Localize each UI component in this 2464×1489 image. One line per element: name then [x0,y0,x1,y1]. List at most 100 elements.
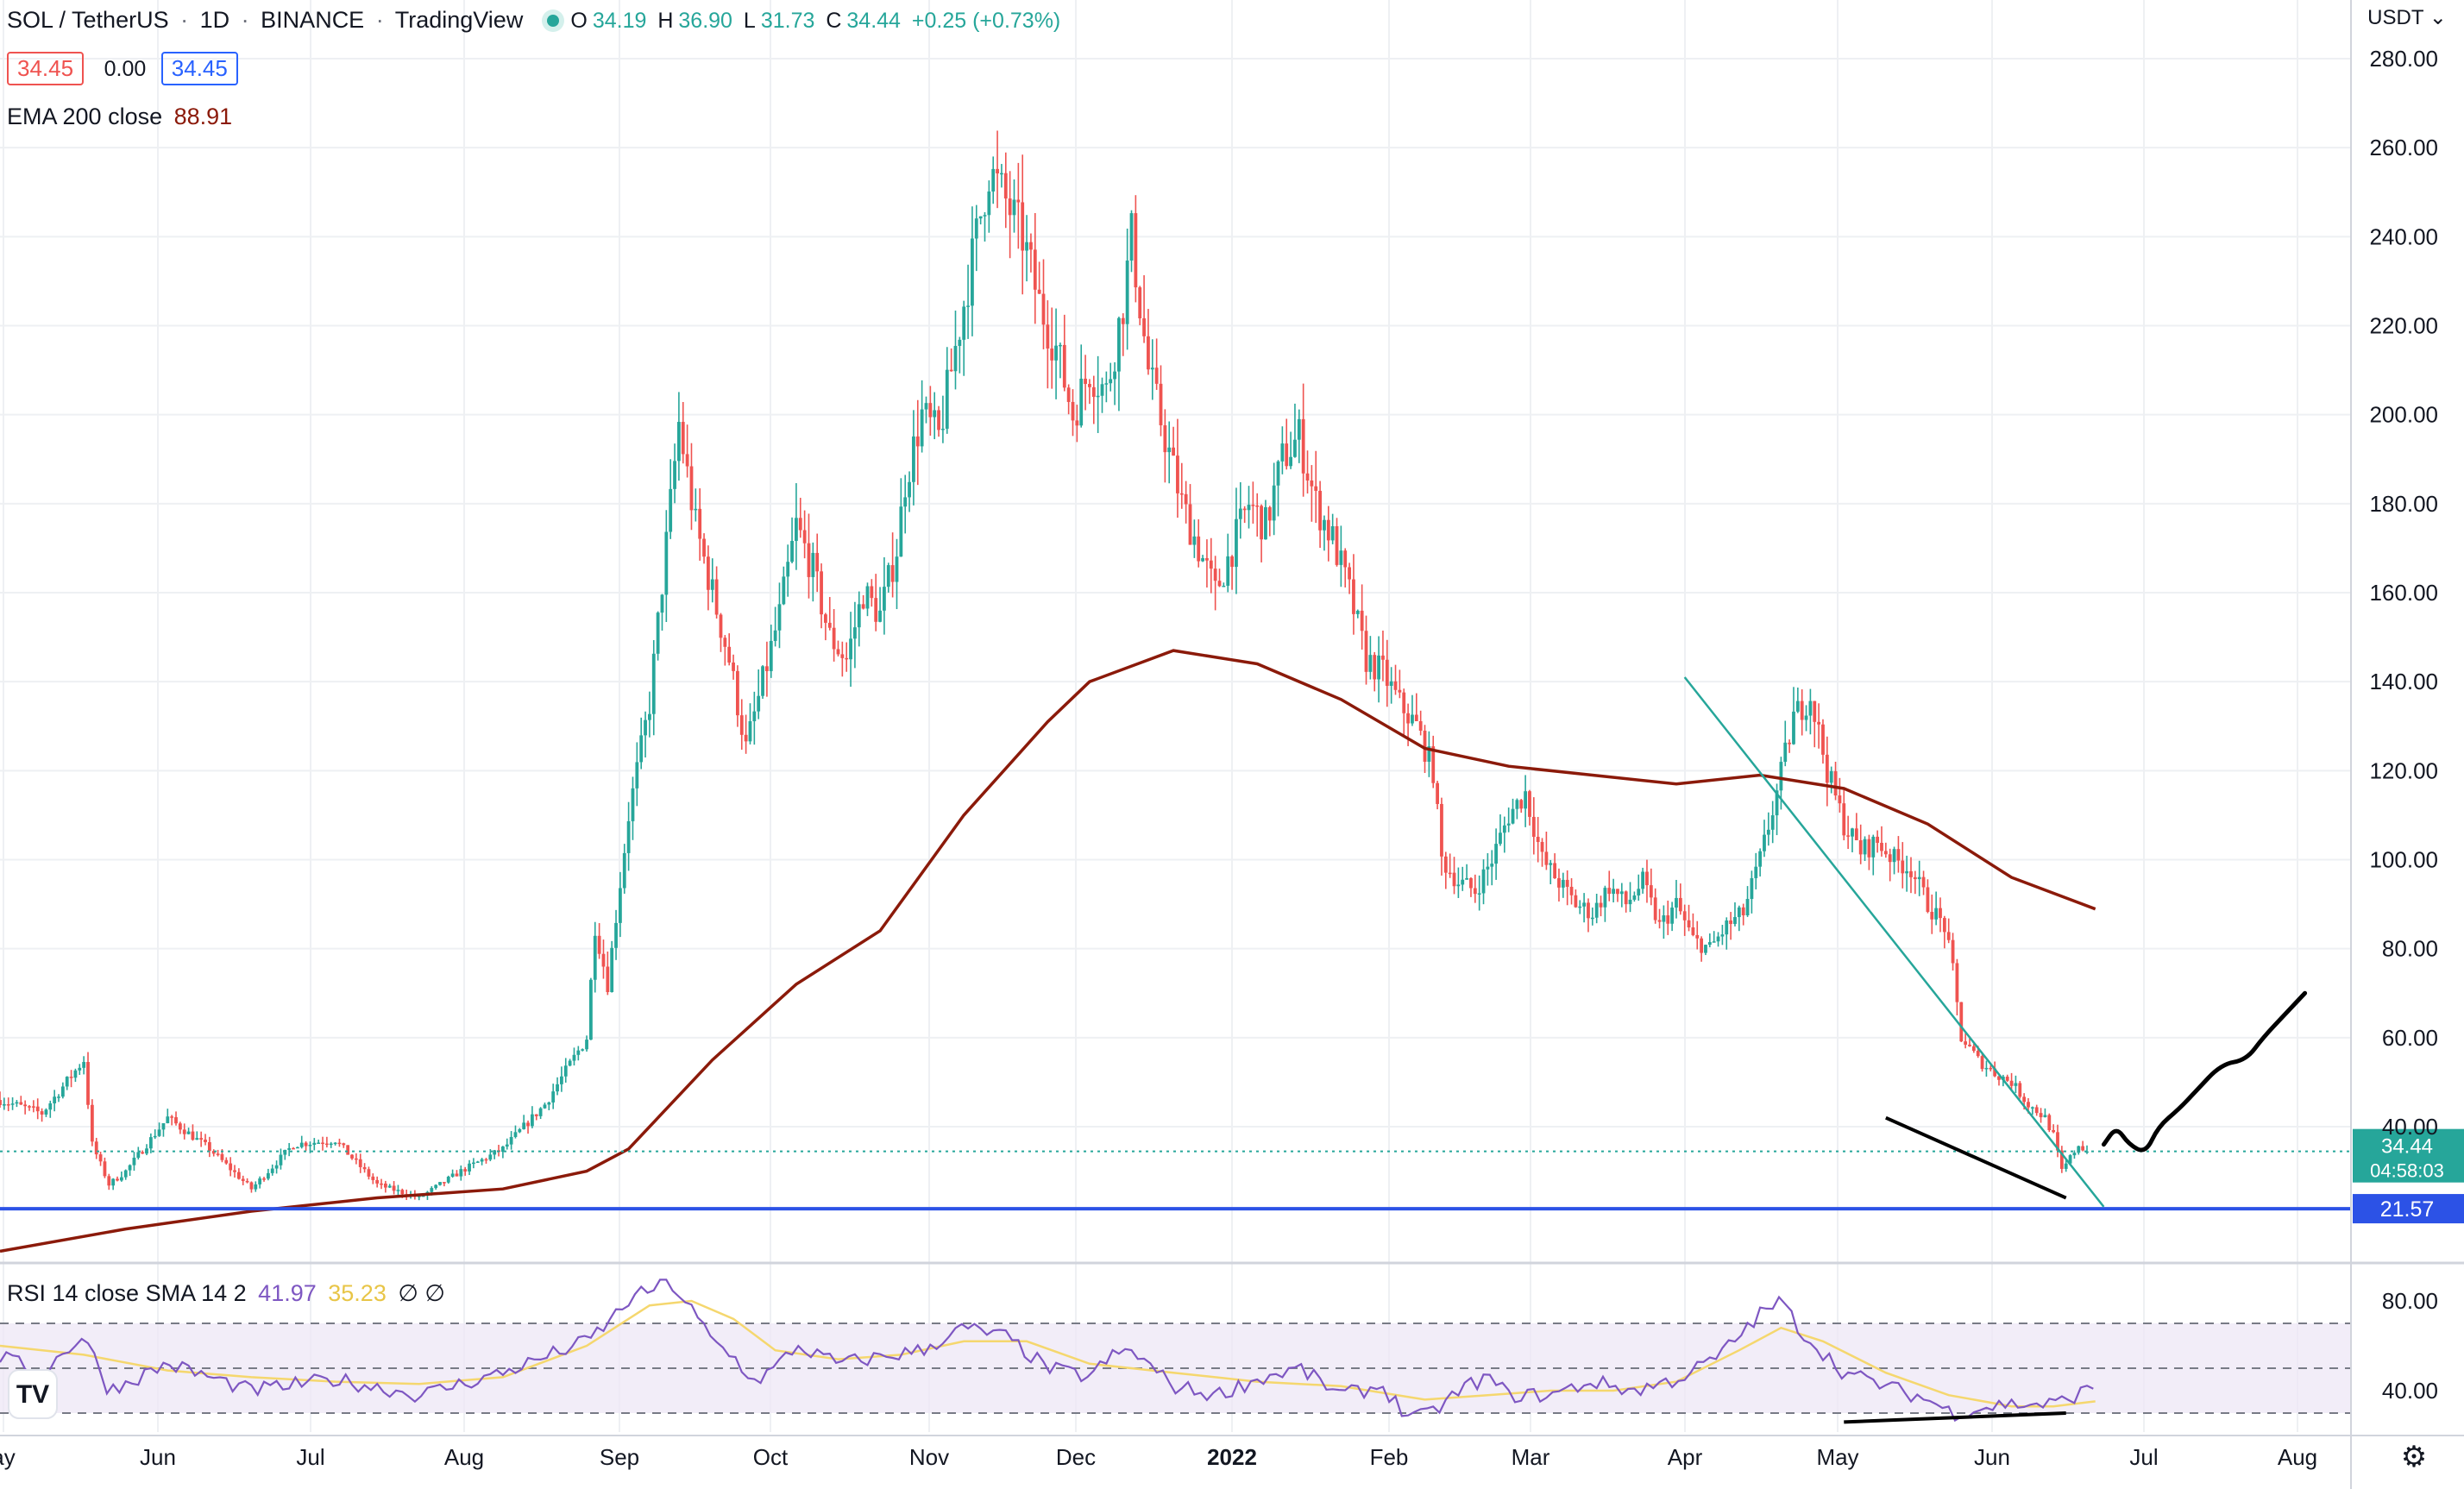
candle-body [815,552,820,572]
candle-body [707,556,710,590]
candle-body [283,1149,287,1155]
candle-body [1725,920,1729,935]
candle-body [367,1169,371,1177]
candle-body [1109,379,1113,384]
time-tick-label: Mar [1512,1444,1550,1470]
candle-body [626,820,631,853]
candle-body [1490,864,1494,867]
candle-body [1825,754,1829,783]
candle-body [1813,701,1817,722]
candle-body [312,1142,317,1145]
candle-body [1192,536,1197,545]
candle-body [421,1195,425,1197]
candle-body [350,1154,354,1159]
candle-body [1486,866,1490,870]
candle-body [2039,1113,2043,1118]
time-tick-label: Dec [1056,1444,1096,1470]
candle-body [996,168,999,174]
candle-body [186,1131,191,1134]
candle-body [2014,1083,2018,1086]
candle-body [1461,879,1465,885]
candle-body [1264,506,1267,540]
candle-body [274,1165,279,1169]
candle-body [342,1143,346,1146]
candle-body [1549,863,1553,865]
ema-label: EMA 200 close [7,104,163,129]
candle-body [1883,851,1888,855]
close-label: C [826,9,842,33]
candle-body [1531,816,1536,837]
candle-body [509,1136,513,1145]
time-tick-label: Jul [296,1444,324,1470]
candle-body [383,1183,387,1188]
candle-body [2064,1163,2068,1169]
change-value: +0.25 (+0.73%) [911,9,1061,33]
candle-body [400,1190,405,1195]
candle-body [1599,902,1603,908]
candle-body [1213,569,1217,581]
candle-body [1226,556,1230,587]
candle-body [324,1143,329,1146]
candle-body [195,1138,199,1140]
candle-body [1968,1044,1971,1046]
candle-body [1323,519,1326,531]
candle-body [396,1190,400,1191]
candle-body [870,586,874,599]
candle-body [123,1170,128,1178]
ask-box[interactable]: 34.45 [160,52,238,85]
candle-body [1980,1056,1984,1070]
rsi-legend[interactable]: RSI 14 close SMA 14 2 41.97 35.23 ∅ ∅ [7,1280,450,1307]
candle-body [840,654,845,658]
candle-body [551,1091,556,1103]
candle-body [1402,692,1406,713]
interval[interactable]: 1D [199,7,230,33]
candle-body [1012,199,1016,216]
candle-body [1662,915,1666,922]
price-tick-label: 240.00 [2369,223,2438,249]
candle-body [438,1182,442,1185]
candle-body [1280,443,1285,462]
candle-body [802,530,807,543]
candle-body [241,1178,245,1181]
candle-body [1851,828,1854,837]
candle-body [216,1153,220,1155]
candle-body [1084,378,1087,385]
candle-body [962,306,966,340]
descending-trendline [1683,676,2105,1208]
candle-body [648,713,651,720]
candle-body [714,579,719,615]
candle-body [563,1065,568,1077]
candle-body [337,1142,342,1145]
candle-body [1301,418,1305,474]
candle-body [622,852,626,889]
candle-body [1700,938,1704,953]
candle-body [769,640,773,671]
candle-body [853,627,857,639]
candle-body [1792,711,1795,744]
candle-body [1343,550,1348,568]
candle-body [1452,872,1456,887]
candle-body [886,565,890,587]
bid-box[interactable]: 34.45 [7,52,85,85]
candle-body [1888,854,1892,863]
candle-body [40,1111,44,1115]
price-tick-label: 180.00 [2369,491,2438,517]
candle-body [1817,721,1821,725]
candle-body [1276,461,1280,486]
candle-body [1863,839,1867,855]
candle-body [1540,841,1544,852]
candle-body [1150,368,1154,370]
candle-body [1946,932,1951,940]
ema-legend[interactable]: EMA 200 close 88.91 [7,104,237,130]
symbol-title[interactable]: SOL / TetherUS [7,7,169,33]
candle-body [1989,1067,1993,1070]
candle-body [807,543,811,577]
candle-body [1892,849,1896,863]
candle-body [924,403,928,410]
candle-body [2,1104,6,1106]
rsi-lines [0,1279,2096,1424]
candle-body [1355,610,1360,614]
gear-icon[interactable]: ⚙ [2401,1441,2427,1473]
candle-body [1582,902,1587,907]
